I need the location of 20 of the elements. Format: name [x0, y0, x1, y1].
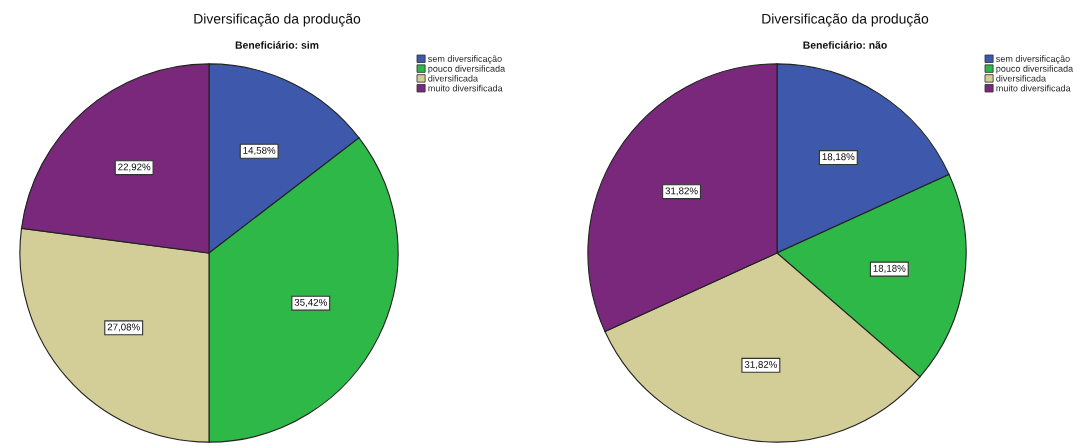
legend-label: pouco diversificada — [428, 65, 506, 74]
chart-subtitle: Beneficiário: não — [803, 41, 887, 49]
legend-label: pouco diversificada — [996, 65, 1074, 74]
legend-label: sem diversificação — [428, 55, 502, 64]
data-label: 14,58% — [243, 146, 276, 155]
chart-title: Diversificação da produção — [194, 13, 361, 27]
chart-subtitle: Beneficiário: sim — [235, 41, 319, 49]
data-label: 27,08% — [107, 323, 140, 332]
data-label: 31,82% — [665, 187, 698, 196]
legend-label: diversificada — [428, 74, 479, 82]
data-label: 18,18% — [873, 264, 906, 273]
legend-label: sem diversificação — [996, 55, 1070, 64]
legend-label: muito diversificada — [996, 84, 1071, 92]
data-label: 22,92% — [118, 163, 151, 172]
data-label: 18,18% — [822, 153, 855, 162]
legend-label: muito diversificada — [428, 84, 503, 92]
data-label: 35,42% — [294, 298, 327, 307]
chart-title: Diversificação da produção — [762, 13, 929, 27]
legend-label: diversificada — [996, 74, 1047, 82]
data-label: 31,82% — [744, 361, 778, 370]
